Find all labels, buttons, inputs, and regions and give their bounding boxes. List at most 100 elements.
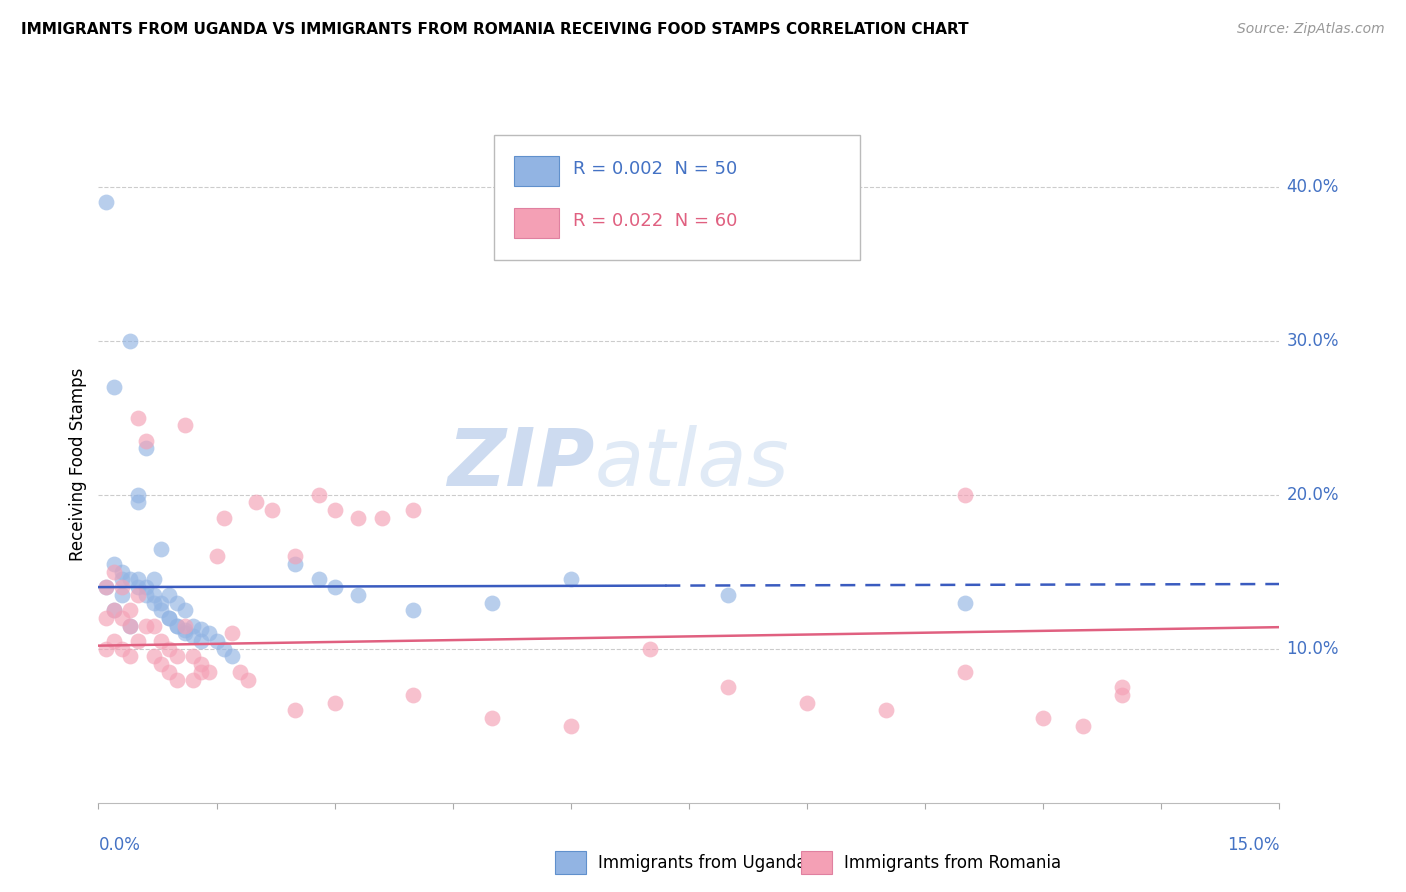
Point	[875, 703, 897, 717]
Point	[347, 588, 370, 602]
Point	[1032, 711, 1054, 725]
Point	[1071, 719, 1094, 733]
Point	[150, 541, 173, 556]
Point	[135, 442, 157, 456]
Point	[181, 618, 204, 632]
Point	[157, 588, 180, 602]
Point	[560, 719, 582, 733]
Text: 10.0%: 10.0%	[1286, 640, 1339, 657]
Point	[638, 641, 661, 656]
Point	[284, 703, 307, 717]
Point	[166, 649, 188, 664]
Point	[127, 495, 149, 509]
Point	[127, 588, 149, 602]
FancyBboxPatch shape	[494, 135, 860, 260]
Point	[103, 565, 125, 579]
Point	[323, 503, 346, 517]
Text: 30.0%: 30.0%	[1286, 332, 1339, 350]
Point	[190, 634, 212, 648]
Point	[181, 649, 204, 664]
Point	[402, 603, 425, 617]
Point	[135, 580, 157, 594]
Point	[157, 665, 180, 679]
Point	[174, 618, 197, 632]
Point	[166, 618, 188, 632]
Point	[142, 649, 165, 664]
Point	[214, 641, 236, 656]
Point	[150, 657, 173, 672]
Point	[284, 549, 307, 564]
Point	[157, 641, 180, 656]
Point	[150, 603, 173, 617]
Point	[96, 194, 118, 209]
Point	[127, 573, 149, 587]
Point	[142, 618, 165, 632]
Point	[174, 624, 197, 638]
Point	[118, 649, 141, 664]
Point	[135, 588, 157, 602]
Text: 0.0%: 0.0%	[98, 836, 141, 854]
Point	[205, 634, 228, 648]
Point	[560, 573, 582, 587]
Point	[347, 510, 370, 524]
Point	[481, 711, 503, 725]
Point	[111, 580, 134, 594]
Point	[190, 622, 212, 636]
Point	[127, 410, 149, 425]
Point	[1111, 688, 1133, 702]
Point	[190, 665, 212, 679]
Point	[142, 588, 165, 602]
Point	[284, 557, 307, 571]
Point	[111, 611, 134, 625]
Point	[197, 665, 219, 679]
Text: 15.0%: 15.0%	[1227, 836, 1279, 854]
Text: Immigrants from Uganda: Immigrants from Uganda	[598, 854, 806, 871]
Point	[308, 573, 330, 587]
Point	[796, 696, 818, 710]
Point	[111, 565, 134, 579]
Point	[118, 618, 141, 632]
Point	[229, 665, 252, 679]
Point	[157, 611, 180, 625]
Text: R = 0.022  N = 60: R = 0.022 N = 60	[574, 212, 738, 230]
Point	[103, 603, 125, 617]
Point	[166, 595, 188, 609]
Point	[103, 557, 125, 571]
Point	[118, 618, 141, 632]
Point	[260, 503, 283, 517]
Text: atlas: atlas	[595, 425, 789, 503]
Text: Immigrants from Romania: Immigrants from Romania	[844, 854, 1060, 871]
Point	[481, 595, 503, 609]
Point	[111, 573, 134, 587]
Text: IMMIGRANTS FROM UGANDA VS IMMIGRANTS FROM ROMANIA RECEIVING FOOD STAMPS CORRELAT: IMMIGRANTS FROM UGANDA VS IMMIGRANTS FRO…	[21, 22, 969, 37]
Point	[111, 641, 134, 656]
Point	[127, 634, 149, 648]
Point	[174, 603, 197, 617]
Point	[157, 611, 180, 625]
Point	[402, 688, 425, 702]
Point	[103, 603, 125, 617]
Point	[127, 488, 149, 502]
Point	[308, 488, 330, 502]
Point	[96, 580, 118, 594]
Point	[245, 495, 267, 509]
Text: R = 0.002  N = 50: R = 0.002 N = 50	[574, 160, 738, 178]
Point	[371, 510, 394, 524]
Point	[1111, 680, 1133, 694]
Point	[118, 573, 141, 587]
Text: 40.0%: 40.0%	[1286, 178, 1339, 195]
Point	[135, 618, 157, 632]
Bar	[515, 156, 560, 186]
Point	[103, 634, 125, 648]
Bar	[515, 208, 560, 238]
Point	[953, 665, 976, 679]
Point	[323, 580, 346, 594]
Point	[402, 503, 425, 517]
Point	[717, 680, 740, 694]
Point	[96, 641, 118, 656]
Y-axis label: Receiving Food Stamps: Receiving Food Stamps	[69, 368, 87, 560]
Point	[953, 595, 976, 609]
Point	[96, 580, 118, 594]
Point	[111, 588, 134, 602]
Point	[214, 510, 236, 524]
